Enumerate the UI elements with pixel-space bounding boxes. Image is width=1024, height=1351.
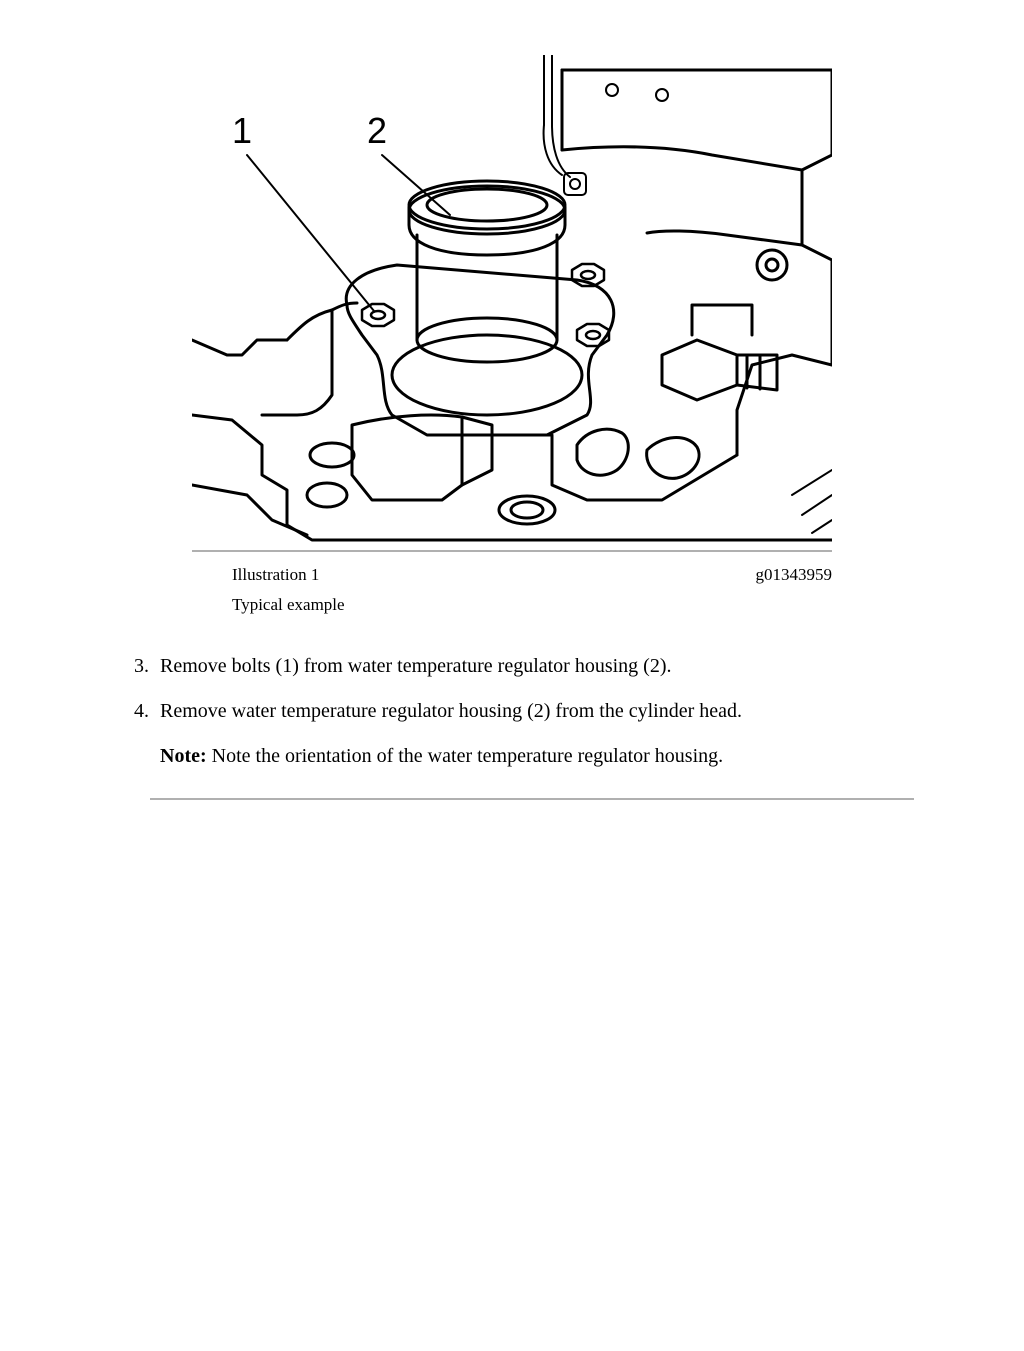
illustration-code: g01343959	[756, 562, 833, 588]
illustration-number: Illustration 1	[232, 562, 319, 588]
technical-illustration: 1 2	[192, 55, 832, 550]
section-divider-wrap	[150, 798, 914, 800]
step-3-text: Remove bolts (1) from water temperature …	[160, 655, 672, 677]
note-label: Note:	[160, 745, 207, 767]
illustration-subtitle: Typical example	[232, 592, 832, 618]
callout-label-1: 1	[232, 110, 252, 152]
step-4-text: Remove water temperature regulator housi…	[160, 700, 742, 722]
note-text: Note the orientation of the water temper…	[207, 745, 723, 767]
page: 1 2	[0, 0, 1024, 1351]
figure-caption: Illustration 1 g01343959 Typical example	[232, 552, 832, 631]
step-4: Remove water temperature regulator housi…	[154, 696, 914, 772]
figure-block: 1 2	[192, 55, 832, 631]
step-3: Remove bolts (1) from water temperature …	[154, 651, 914, 682]
procedure-steps: Remove bolts (1) from water temperature …	[110, 651, 914, 772]
engine-line-art-svg	[192, 55, 832, 550]
section-divider	[150, 798, 914, 800]
callout-label-2: 2	[367, 110, 387, 152]
step-4-note: Note: Note the orientation of the water …	[160, 741, 914, 772]
